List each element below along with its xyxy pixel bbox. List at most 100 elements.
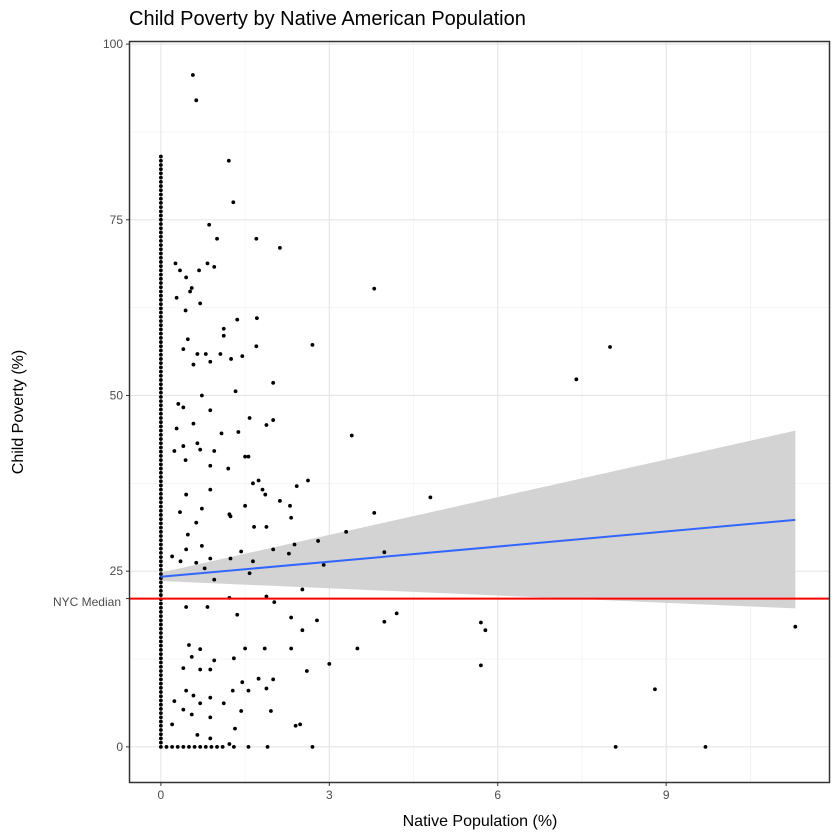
data-point: [215, 744, 219, 749]
data-point: [158, 723, 163, 728]
data-point: [158, 479, 163, 484]
data-point: [178, 268, 182, 273]
data-point: [271, 380, 276, 385]
data-point: [172, 699, 177, 704]
reference-line-label: NYC Median: [53, 595, 121, 609]
data-point: [221, 701, 226, 706]
data-point: [483, 628, 488, 633]
data-point: [189, 286, 194, 290]
data-point: [158, 673, 163, 678]
data-point: [191, 362, 196, 367]
data-point: [221, 333, 226, 338]
data-point: [158, 483, 163, 488]
data-point: [197, 268, 201, 273]
data-point: [271, 418, 276, 422]
data-point: [158, 340, 163, 344]
data-point: [300, 587, 305, 592]
data-point: [158, 230, 163, 235]
data-point: [247, 571, 252, 576]
data-point: [176, 402, 181, 406]
data-point: [195, 733, 200, 737]
data-point: [254, 316, 259, 321]
data-point: [293, 723, 298, 728]
data-point: [158, 736, 163, 741]
data-point: [158, 306, 163, 311]
x-tick-label: 3: [326, 788, 333, 802]
data-point: [158, 234, 163, 239]
data-point: [289, 615, 294, 620]
data-point: [158, 201, 163, 205]
data-point: [184, 275, 189, 280]
data-point: [158, 373, 163, 378]
data-point: [263, 492, 268, 497]
data-point: [203, 352, 208, 356]
data-point: [158, 563, 163, 568]
data-point: [199, 506, 204, 511]
data-point: [230, 688, 235, 693]
data-point: [310, 744, 315, 749]
data-point: [194, 520, 199, 525]
data-point: [158, 222, 163, 226]
data-point: [349, 433, 354, 438]
data-point: [158, 559, 163, 564]
data-point: [264, 423, 269, 427]
data-point: [264, 686, 269, 691]
data-point: [158, 454, 163, 458]
data-point: [187, 744, 191, 749]
data-point: [243, 454, 247, 459]
data-point: [158, 158, 163, 163]
data-point: [158, 711, 163, 716]
data-point: [300, 628, 305, 633]
data-point: [372, 510, 377, 515]
data-point: [158, 542, 163, 547]
data-point: [394, 611, 399, 616]
data-point: [185, 532, 190, 537]
data-point: [207, 222, 212, 227]
chart-title: Child Poverty by Native American Populat…: [129, 8, 526, 30]
data-point: [199, 543, 204, 548]
data-point: [271, 547, 276, 552]
data-point: [158, 310, 163, 315]
data-point: [158, 171, 163, 176]
data-point: [181, 405, 186, 410]
data-point: [294, 484, 299, 489]
data-point: [158, 475, 163, 479]
data-point: [215, 236, 219, 241]
data-point: [198, 447, 203, 452]
data-point: [158, 386, 163, 391]
data-point: [187, 643, 191, 647]
data-point: [203, 744, 208, 749]
data-point: [158, 331, 163, 336]
x-tick-label: 9: [663, 788, 670, 802]
data-point: [202, 566, 207, 571]
data-point: [184, 492, 189, 497]
data-point: [793, 624, 798, 629]
data-point: [158, 382, 163, 387]
data-point: [158, 213, 163, 218]
trend-line: [160, 518, 796, 578]
y-tick-label: 50: [110, 388, 124, 402]
data-point: [236, 430, 241, 434]
data-point: [382, 550, 387, 555]
data-point: [158, 344, 163, 349]
data-point: [158, 546, 163, 551]
data-point: [158, 357, 163, 361]
data-point: [226, 158, 231, 163]
data-point: [479, 620, 483, 625]
data-point: [158, 513, 163, 517]
data-point: [355, 646, 360, 651]
data-point: [292, 542, 297, 547]
data-point: [327, 662, 332, 666]
data-point: [170, 744, 175, 749]
data-point: [158, 192, 163, 197]
data-point: [158, 247, 163, 252]
data-point: [158, 588, 163, 593]
data-point: [158, 508, 163, 513]
data-point: [208, 736, 213, 741]
data-point: [158, 416, 163, 420]
data-point: [191, 421, 196, 426]
data-point: [158, 420, 163, 425]
data-point: [158, 205, 163, 210]
data-point: [278, 246, 282, 250]
